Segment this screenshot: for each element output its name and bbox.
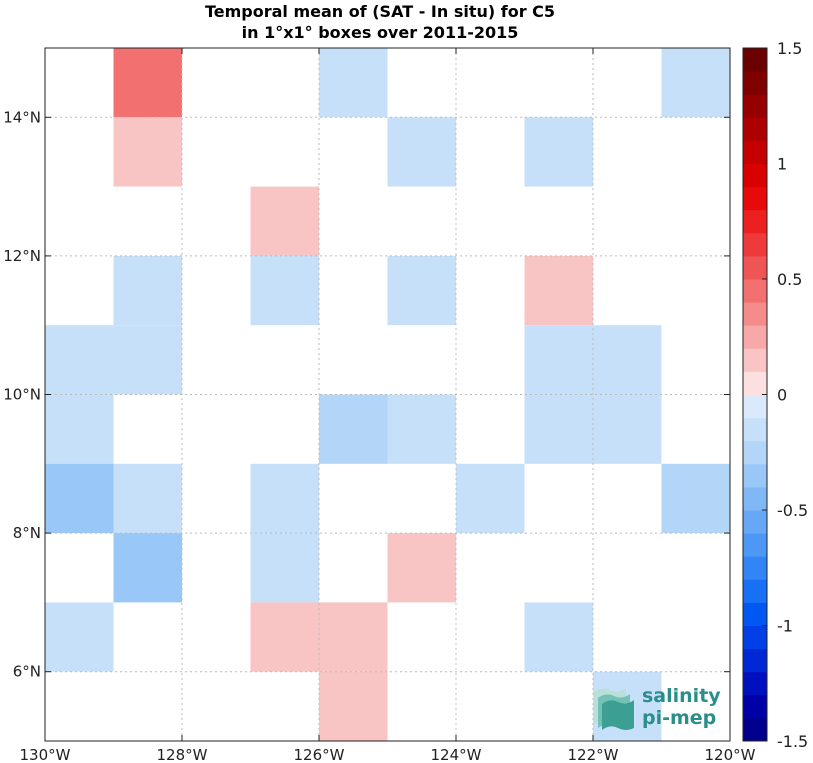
x-tick-label: 128°W — [157, 746, 208, 763]
heatmap-cell — [319, 48, 388, 118]
heatmap-cell — [456, 463, 525, 534]
colorbar-segment — [743, 463, 767, 488]
heatmap-cell — [319, 671, 388, 741]
heatmap-cell — [113, 325, 182, 395]
heatmap-cell — [524, 394, 593, 464]
colorbar: 1.5 1 0.5 0 -0.5 -1 -1.5 — [742, 39, 808, 751]
colorbar-segment — [743, 94, 767, 118]
salinity-pi-mep-logo: salinity pi-mep — [594, 685, 721, 730]
heatmap-cell — [250, 255, 319, 326]
heatmap-cell — [250, 602, 319, 672]
logo-text-salinity: salinity — [642, 685, 721, 707]
heatmap-cell — [250, 463, 319, 534]
colorbar-segment — [743, 671, 767, 696]
title-line-2: in 1°x1° boxes over 2011-2015 — [242, 23, 519, 42]
heatmap-cell — [524, 325, 593, 395]
colorbar-segment — [743, 48, 767, 72]
heatmap-cell — [524, 602, 593, 672]
colorbar-segment — [743, 717, 767, 742]
y-tick-label: 14°N — [3, 108, 41, 126]
heatmap-cell — [387, 533, 456, 603]
colorbar-segment — [743, 440, 767, 465]
colorbar-segment — [743, 209, 767, 234]
colorbar-segment — [743, 579, 767, 603]
heatmap-cell — [45, 602, 114, 672]
x-tick-label: 126°W — [294, 746, 345, 763]
colorbar-tick-label: 0 — [777, 386, 787, 405]
heatmap-cell — [250, 533, 319, 603]
colorbar-segment — [743, 510, 767, 534]
heatmap-cell — [319, 602, 388, 672]
heatmap-cell — [524, 255, 593, 326]
colorbar-segment — [743, 556, 767, 580]
colorbar-segment — [743, 325, 767, 349]
colorbar-tick-label: 0.5 — [777, 270, 802, 289]
heatmap-cell — [113, 117, 182, 187]
colorbar-segment — [743, 279, 767, 303]
colorbar-segment — [743, 486, 767, 511]
y-tick-label: 6°N — [13, 663, 41, 681]
colorbar-segment — [743, 232, 767, 257]
x-tick-label: 130°W — [20, 746, 71, 763]
colorbar-tick-label: 1 — [777, 155, 787, 174]
colorbar-segment — [743, 348, 767, 372]
colorbar-segment — [743, 648, 767, 673]
heatmap-cell — [45, 325, 114, 395]
colorbar-segment — [743, 302, 767, 326]
colorbar-tick-label: 1.5 — [777, 39, 802, 58]
x-axis: 130°W 128°W 126°W 124°W 122°W 120°W — [20, 48, 756, 763]
colorbar-segment — [743, 602, 767, 626]
heatmap-cell — [45, 394, 114, 464]
heatmap-cell — [524, 117, 593, 187]
colorbar-segment — [743, 417, 767, 442]
map-cells — [45, 48, 730, 741]
heatmap-cell — [593, 394, 662, 464]
heatmap-cell — [661, 48, 730, 118]
heatmap-cell — [113, 463, 182, 534]
colorbar-segment — [743, 255, 767, 280]
heatmap-cell — [113, 48, 182, 118]
heatmap-cell — [45, 463, 114, 534]
x-tick-label: 124°W — [431, 746, 482, 763]
heatmap-cell — [113, 533, 182, 603]
heatmap-cell — [387, 117, 456, 187]
colorbar-tick-label: -1.5 — [777, 732, 808, 751]
x-tick-label: 120°W — [705, 746, 756, 763]
logo-text-pi-mep: pi-mep — [642, 707, 716, 729]
colorbar-tick-label: -1 — [777, 617, 793, 636]
heatmap-cell — [319, 394, 388, 464]
heatmap-cell — [661, 463, 730, 534]
colorbar-segment — [743, 394, 767, 419]
colorbar-segment — [743, 694, 767, 719]
colorbar-segment — [743, 533, 767, 557]
heatmap-cell — [113, 255, 182, 326]
y-tick-label: 10°N — [3, 386, 41, 404]
colorbar-segment — [743, 71, 767, 95]
wave-logo-icon — [594, 688, 634, 730]
colorbar-segment — [743, 186, 767, 211]
colorbar-segment — [743, 117, 767, 141]
map-grid — [45, 48, 730, 741]
heatmap-cell — [387, 394, 456, 464]
y-tick-label: 12°N — [3, 247, 41, 265]
y-axis: 6°N 8°N 10°N 12°N 14°N — [3, 108, 730, 681]
colorbar-segment — [743, 371, 767, 395]
colorbar-segment — [743, 140, 767, 164]
x-tick-label: 122°W — [568, 746, 619, 763]
colorbar-segment — [743, 625, 767, 650]
heatmap-cell — [387, 255, 456, 326]
colorbar-segment — [743, 163, 767, 188]
y-tick-label: 8°N — [13, 524, 41, 542]
title-line-1: Temporal mean of (SAT - In situ) for C5 — [205, 2, 555, 21]
colorbar-tick-label: -0.5 — [777, 501, 808, 520]
heatmap-cell — [250, 186, 319, 256]
heatmap-cell — [593, 325, 662, 395]
